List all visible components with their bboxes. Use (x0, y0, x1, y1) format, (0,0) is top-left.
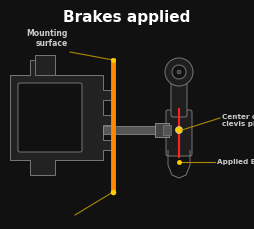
Text: Brakes applied: Brakes applied (63, 10, 190, 25)
Text: Mounting
surface: Mounting surface (26, 29, 68, 48)
Bar (162, 125, 170, 135)
Text: Applied Brake: Applied Brake (216, 159, 254, 165)
Bar (35, 55, 55, 75)
Text: Center of
clevis pin: Center of clevis pin (221, 114, 254, 127)
FancyBboxPatch shape (18, 83, 82, 152)
FancyBboxPatch shape (170, 78, 186, 117)
Bar (154, 123, 168, 137)
Circle shape (164, 58, 192, 86)
Circle shape (175, 126, 182, 134)
Circle shape (171, 65, 185, 79)
Bar (103, 126, 162, 134)
Polygon shape (10, 60, 112, 175)
FancyBboxPatch shape (165, 110, 191, 156)
Circle shape (176, 70, 180, 74)
